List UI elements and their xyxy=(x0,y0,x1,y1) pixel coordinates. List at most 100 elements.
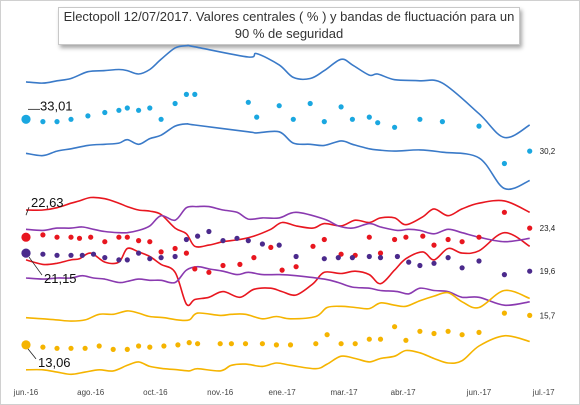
data-point-3 xyxy=(459,332,465,338)
data-point-0 xyxy=(290,116,296,122)
data-point-1 xyxy=(268,244,274,250)
data-point-0 xyxy=(147,105,153,111)
data-point-3 xyxy=(417,328,423,334)
chart-title-line-1: Electopoll 12/07/2017. Valores centrales… xyxy=(63,9,515,24)
data-point-2 xyxy=(116,257,122,263)
data-point-0 xyxy=(40,119,46,125)
data-point-0 xyxy=(124,105,130,111)
data-point-0 xyxy=(136,107,142,113)
start-label-leader-2 xyxy=(28,256,43,276)
data-point-1 xyxy=(392,236,398,243)
data-point-2 xyxy=(245,238,251,244)
data-point-1 xyxy=(321,236,327,243)
data-point-2 xyxy=(172,253,178,260)
data-point-0 xyxy=(116,107,122,113)
x-tick-label: nov.-16 xyxy=(207,388,234,397)
x-tick-label: jun.-16 xyxy=(13,388,39,397)
data-point-3 xyxy=(54,345,60,351)
data-point-2 xyxy=(259,241,265,247)
data-point-3 xyxy=(217,341,223,347)
data-point-1 xyxy=(527,225,533,231)
data-point-2 xyxy=(349,255,355,261)
data-point-3 xyxy=(68,345,74,351)
start-marker-3 xyxy=(21,340,31,350)
data-point-1 xyxy=(310,243,316,249)
data-point-2 xyxy=(501,272,507,278)
data-point-2 xyxy=(68,252,74,258)
data-point-2 xyxy=(124,257,130,263)
data-point-3 xyxy=(82,345,88,351)
data-point-2 xyxy=(158,255,164,261)
data-point-3 xyxy=(476,329,482,335)
data-point-2 xyxy=(417,262,423,269)
start-value-label-0: 33,01 xyxy=(40,98,73,113)
start-value-label-2: 21,15 xyxy=(44,271,77,286)
data-point-3 xyxy=(195,341,201,347)
data-point-1 xyxy=(366,234,372,240)
data-point-1 xyxy=(183,250,189,256)
data-point-1 xyxy=(420,233,426,239)
data-point-2 xyxy=(147,256,153,262)
data-point-3 xyxy=(352,341,358,347)
band-lower-2 xyxy=(25,265,530,307)
data-point-2 xyxy=(220,238,226,244)
data-point-3 xyxy=(445,328,451,334)
data-point-1 xyxy=(237,261,243,267)
end-value-label-0: 30,2 xyxy=(540,147,556,156)
chart-title: Electopoll 12/07/2017. Valores centrales… xyxy=(58,7,520,45)
data-point-0 xyxy=(375,120,381,126)
data-point-3 xyxy=(259,341,265,347)
band-upper-1 xyxy=(25,196,531,248)
data-point-2 xyxy=(183,236,189,243)
data-point-0 xyxy=(102,109,108,116)
data-point-0 xyxy=(338,104,344,110)
data-point-3 xyxy=(228,341,234,347)
data-point-3 xyxy=(186,340,192,346)
data-point-3 xyxy=(324,332,330,338)
data-point-0 xyxy=(54,119,60,125)
data-point-1 xyxy=(431,242,437,248)
data-point-2 xyxy=(335,255,341,261)
data-point-0 xyxy=(172,100,178,107)
end-value-label-1: 23,4 xyxy=(540,224,556,233)
data-point-2 xyxy=(206,228,212,235)
start-label-leader-1 xyxy=(25,207,30,216)
data-point-2 xyxy=(276,242,282,248)
data-point-1 xyxy=(76,235,83,241)
data-point-2 xyxy=(406,259,412,265)
data-point-2 xyxy=(234,235,240,241)
data-point-2 xyxy=(394,253,400,260)
data-point-3 xyxy=(147,344,153,350)
band-upper-0 xyxy=(25,44,531,139)
data-point-1 xyxy=(192,266,198,272)
data-point-1 xyxy=(501,209,507,215)
data-point-2 xyxy=(54,252,60,258)
chart-title-line-2: 90 % de seguridad xyxy=(234,26,344,41)
data-point-0 xyxy=(192,91,198,97)
data-point-2 xyxy=(195,233,201,239)
data-point-0 xyxy=(276,103,282,109)
data-point-3 xyxy=(501,310,507,316)
data-point-0 xyxy=(85,113,91,119)
data-point-2 xyxy=(459,265,465,271)
start-marker-0 xyxy=(21,114,31,124)
x-tick-label: jun.-17 xyxy=(466,388,492,397)
data-point-2 xyxy=(90,251,97,257)
data-point-0 xyxy=(476,123,482,129)
data-point-3 xyxy=(242,341,249,347)
data-point-1 xyxy=(158,249,164,255)
data-point-1 xyxy=(124,234,130,240)
data-point-2 xyxy=(377,255,384,261)
start-label-leader-3 xyxy=(27,348,37,360)
data-point-1 xyxy=(206,269,212,275)
data-point-1 xyxy=(68,234,74,240)
data-point-0 xyxy=(321,119,327,125)
data-point-0 xyxy=(254,114,260,120)
band-lower-0 xyxy=(25,123,531,191)
data-point-0 xyxy=(501,160,507,167)
start-marker-2 xyxy=(21,248,31,258)
data-point-3 xyxy=(403,337,409,343)
data-point-3 xyxy=(136,343,142,349)
data-point-1 xyxy=(293,264,299,270)
x-tick-label: mar.-17 xyxy=(330,388,358,397)
